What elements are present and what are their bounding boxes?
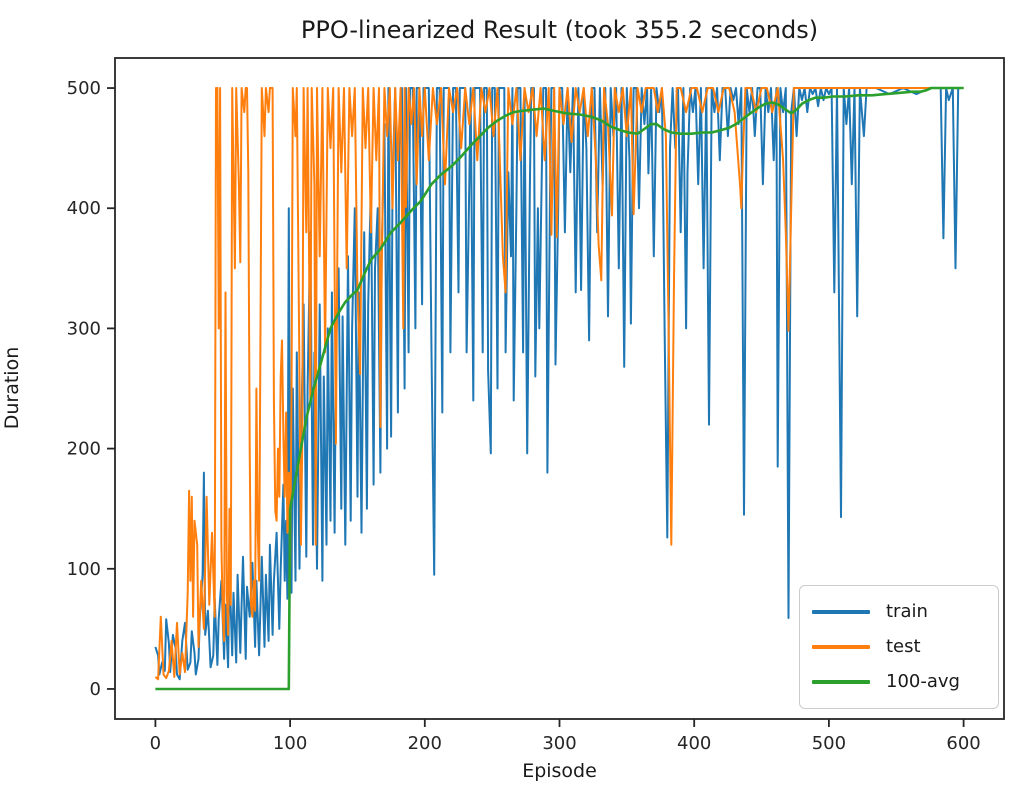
y-tick-label: 200 [67, 439, 101, 460]
y-tick-label: 100 [67, 559, 101, 580]
legend-label-100-avg: 100-avg [886, 671, 960, 693]
axes-spines [114, 57, 1005, 720]
chart-title: PPO-linearized Result (took 355.2 second… [300, 16, 819, 44]
x-tick-label: 300 [542, 733, 576, 754]
avg-line-swatch [812, 680, 870, 685]
x-tick-label: 100 [273, 733, 307, 754]
x-tick-label: 600 [946, 733, 980, 754]
legend-item-100-avg: 100-avg [812, 673, 986, 691]
100-avg-line [155, 86, 964, 691]
train-line [154, 87, 964, 681]
y-tick-label: 400 [67, 198, 101, 219]
x-tick-label: 500 [812, 733, 846, 754]
x-axis-label: Episode [522, 760, 597, 782]
y-tick-label: 500 [67, 78, 101, 99]
y-tick-label: 0 [90, 679, 101, 700]
legend-item-train: train [812, 600, 986, 622]
y-tick-label: 300 [67, 318, 101, 339]
x-tick-label: 200 [408, 733, 442, 754]
train-line-swatch [812, 609, 870, 614]
x-tick-label: 0 [150, 733, 161, 754]
x-tick-label: 400 [677, 733, 711, 754]
axis-ticks: 0 100 200 300 400 500 600 0 100 200 300 400 500 [67, 78, 981, 754]
series-lines [154, 86, 964, 691]
legend-item-test: test [812, 635, 986, 657]
legend-label-train: train [886, 600, 928, 622]
test-line-swatch [812, 644, 870, 649]
test-line [154, 87, 964, 681]
legend-label-test: test [886, 635, 921, 657]
legend: train test 100-avg [799, 585, 999, 709]
